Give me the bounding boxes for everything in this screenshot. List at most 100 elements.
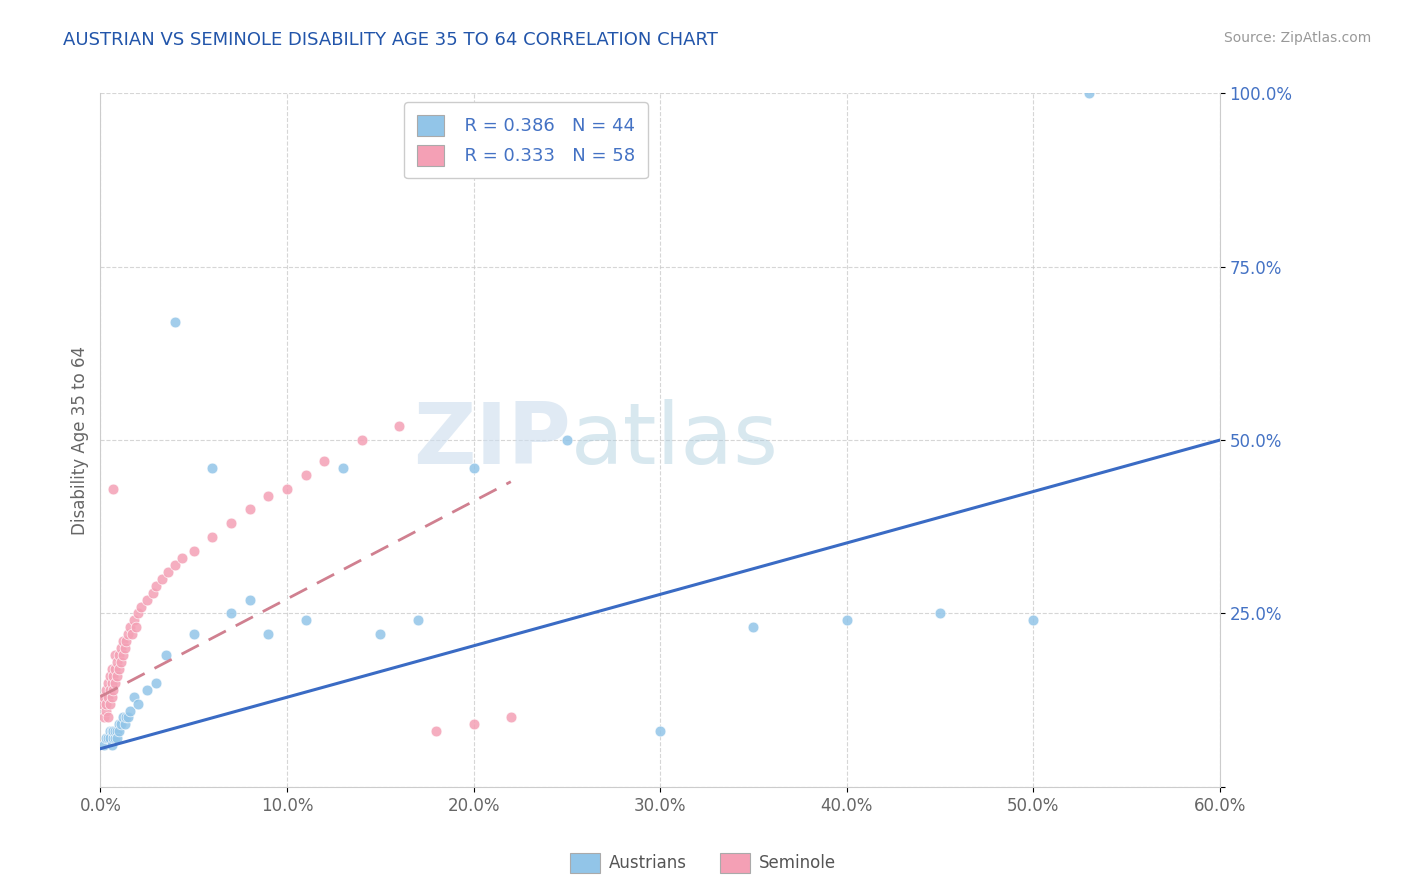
Point xyxy=(104,662,127,676)
Text: Source: ZipAtlas.com: Source: ZipAtlas.com xyxy=(1223,31,1371,45)
Point xyxy=(294,614,316,628)
Point xyxy=(110,641,132,656)
Point xyxy=(103,682,125,697)
Point xyxy=(156,565,179,579)
Point xyxy=(111,634,134,648)
Point xyxy=(648,724,671,739)
Point xyxy=(97,675,120,690)
Point xyxy=(388,419,411,434)
Point xyxy=(257,627,280,641)
Point xyxy=(219,607,242,621)
Point xyxy=(127,697,149,711)
Point xyxy=(257,489,280,503)
Point xyxy=(93,738,115,752)
Point xyxy=(97,710,120,724)
Point xyxy=(100,724,122,739)
Point xyxy=(131,599,153,614)
Point xyxy=(93,690,115,704)
Legend: Austrians, Seminole: Austrians, Seminole xyxy=(564,847,842,880)
Point xyxy=(103,482,125,496)
Text: ZIP: ZIP xyxy=(413,399,571,482)
Point xyxy=(1022,614,1045,628)
Point xyxy=(117,627,139,641)
Point xyxy=(108,648,131,662)
Point xyxy=(97,690,120,704)
Point xyxy=(835,614,858,628)
Point xyxy=(108,662,131,676)
Point xyxy=(239,592,262,607)
Point xyxy=(172,551,194,566)
Point xyxy=(108,724,131,739)
Point xyxy=(103,669,125,683)
Point xyxy=(122,614,145,628)
Point xyxy=(276,482,298,496)
Point xyxy=(98,669,121,683)
Point xyxy=(111,648,134,662)
Point xyxy=(127,607,149,621)
Point xyxy=(97,731,120,746)
Point xyxy=(105,655,128,669)
Point xyxy=(163,558,186,572)
Point xyxy=(114,717,136,731)
Text: AUSTRIAN VS SEMINOLE DISABILITY AGE 35 TO 64 CORRELATION CHART: AUSTRIAN VS SEMINOLE DISABILITY AGE 35 T… xyxy=(63,31,718,49)
Point xyxy=(183,627,205,641)
Point xyxy=(136,592,159,607)
Point xyxy=(350,433,373,447)
Point xyxy=(94,731,117,746)
Point xyxy=(105,669,128,683)
Point xyxy=(183,544,205,558)
Point xyxy=(94,697,117,711)
Point xyxy=(108,717,131,731)
Point xyxy=(555,433,578,447)
Point xyxy=(142,585,165,599)
Point xyxy=(120,704,142,718)
Point xyxy=(1078,87,1101,101)
Point xyxy=(155,648,177,662)
Point xyxy=(163,315,186,329)
Point xyxy=(406,614,429,628)
Point xyxy=(110,655,132,669)
Point xyxy=(100,662,122,676)
Point xyxy=(499,710,522,724)
Point xyxy=(929,607,952,621)
Point xyxy=(104,675,127,690)
Point xyxy=(463,717,485,731)
Point xyxy=(332,460,354,475)
Point xyxy=(425,724,447,739)
Point xyxy=(114,641,136,656)
Point xyxy=(98,731,121,746)
Point xyxy=(115,634,138,648)
Point xyxy=(125,620,148,634)
Point xyxy=(111,710,134,724)
Point xyxy=(104,724,127,739)
Point xyxy=(91,697,114,711)
Point xyxy=(110,717,132,731)
Point xyxy=(239,502,262,516)
Point xyxy=(100,738,122,752)
Point xyxy=(117,710,139,724)
Point xyxy=(98,697,121,711)
Point xyxy=(121,627,143,641)
Point xyxy=(115,710,138,724)
Point xyxy=(100,675,122,690)
Point xyxy=(136,682,159,697)
Y-axis label: Disability Age 35 to 64: Disability Age 35 to 64 xyxy=(72,345,89,534)
Point xyxy=(145,675,167,690)
Point xyxy=(219,516,242,531)
Point xyxy=(103,724,125,739)
Point xyxy=(105,731,128,746)
Legend:   R = 0.386   N = 44,   R = 0.333   N = 58: R = 0.386 N = 44, R = 0.333 N = 58 xyxy=(404,103,648,178)
Point xyxy=(294,467,316,482)
Point xyxy=(145,579,167,593)
Point xyxy=(201,460,224,475)
Point xyxy=(98,682,121,697)
Point xyxy=(105,724,128,739)
Point xyxy=(104,731,127,746)
Point xyxy=(93,710,115,724)
Point xyxy=(314,454,336,468)
Point xyxy=(120,620,142,634)
Point xyxy=(150,572,173,586)
Point xyxy=(94,704,117,718)
Point xyxy=(98,724,121,739)
Point xyxy=(100,690,122,704)
